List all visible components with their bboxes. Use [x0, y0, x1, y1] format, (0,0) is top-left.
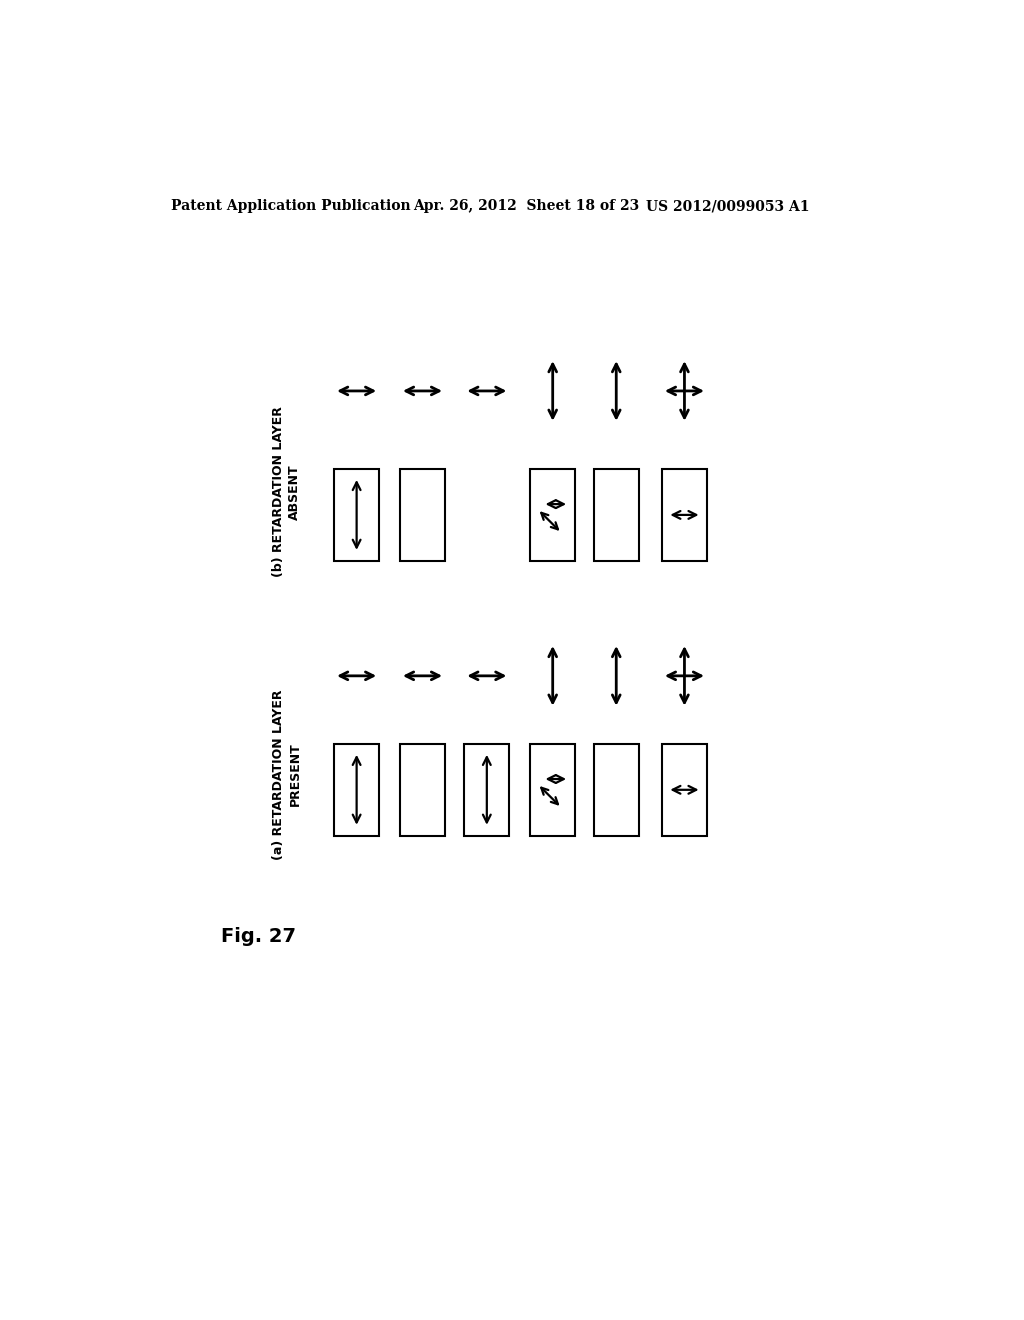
Bar	[334, 743, 379, 836]
Text: Fig. 27: Fig. 27	[221, 927, 296, 945]
Text: (b) RETARDATION LAYER
ABSENT: (b) RETARDATION LAYER ABSENT	[272, 407, 301, 577]
Bar	[400, 469, 445, 561]
Bar	[662, 743, 707, 836]
Bar	[464, 743, 509, 836]
Text: (a) RETARDATION LAYER
PRESENT: (a) RETARDATION LAYER PRESENT	[272, 689, 301, 859]
Bar	[594, 469, 639, 561]
Bar	[400, 743, 445, 836]
Text: Apr. 26, 2012  Sheet 18 of 23: Apr. 26, 2012 Sheet 18 of 23	[414, 199, 639, 213]
Bar	[530, 743, 575, 836]
Bar	[662, 469, 707, 561]
Text: Patent Application Publication: Patent Application Publication	[171, 199, 411, 213]
Text: US 2012/0099053 A1: US 2012/0099053 A1	[646, 199, 809, 213]
Bar	[594, 743, 639, 836]
Bar	[334, 469, 379, 561]
Bar	[530, 469, 575, 561]
